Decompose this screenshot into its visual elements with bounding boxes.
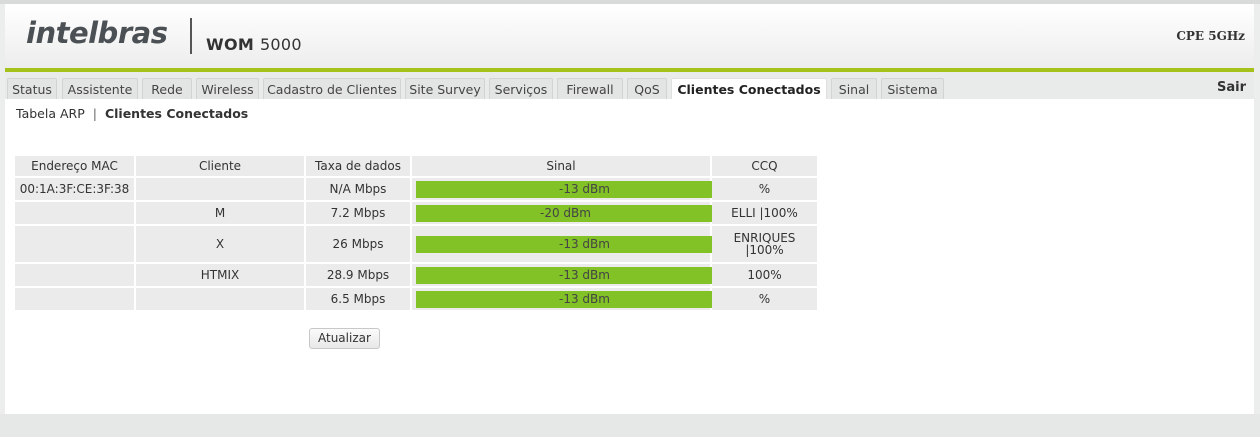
tab-bar: Status Assistente Rede Wireless Cadastro… xyxy=(5,72,1254,99)
refresh-button[interactable]: Atualizar xyxy=(309,328,380,349)
product-name-text: WOM xyxy=(206,35,255,54)
tab-site-survey[interactable]: Site Survey xyxy=(405,78,485,99)
tab-assistente[interactable]: Assistente xyxy=(62,78,138,99)
cell-client: M xyxy=(136,202,304,224)
header-rate: Taxa de dados xyxy=(306,156,410,176)
subnav-separator: | xyxy=(92,106,97,121)
cell-rate: 26 Mbps xyxy=(306,226,410,262)
cell-rate: N/A Mbps xyxy=(306,178,410,200)
cell-signal: -20 dBm xyxy=(412,202,715,224)
cell-mac xyxy=(15,264,134,286)
page: intelbras WOM 5000 CPE 5GHz Status Assis… xyxy=(5,4,1254,414)
cell-rate: 28.9 Mbps xyxy=(306,264,410,286)
signal-bar: -13 dBm xyxy=(416,267,753,284)
cell-ccq: % xyxy=(712,178,817,200)
signal-bar: -13 dBm xyxy=(416,181,753,198)
logout-link[interactable]: Sair xyxy=(1216,80,1246,95)
subnav-clientes-conectados[interactable]: Clientes Conectados xyxy=(104,106,249,121)
tab-firewall[interactable]: Firewall xyxy=(557,78,623,99)
ccq-text: ENRIQUES xyxy=(733,231,796,245)
header-mac: Endereço MAC xyxy=(15,156,134,176)
brand-logo: intelbras xyxy=(26,16,168,50)
signal-bar: -13 dBm xyxy=(416,236,753,253)
table-row: 00:1A:3F:CE:3F:38 N/A Mbps -13 dBm % xyxy=(15,178,817,200)
cell-ccq: ELLI |100% xyxy=(712,202,817,224)
cell-rate: 7.2 Mbps xyxy=(306,202,410,224)
breadcrumb: Tabela ARP | Clientes Conectados xyxy=(16,106,248,121)
tab-cadastro-de-clientes[interactable]: Cadastro de Clientes xyxy=(263,78,401,99)
cell-client: HTMIX xyxy=(136,264,304,286)
cell-signal: -13 dBm xyxy=(412,264,753,286)
tab-rede[interactable]: Rede xyxy=(142,78,192,99)
header-client: Cliente xyxy=(136,156,304,176)
table-row: X 26 Mbps -13 dBm ENRIQUES |100% xyxy=(15,226,817,262)
clients-table: Endereço MAC Cliente Taxa de dados Sinal… xyxy=(13,154,819,312)
cell-mac: 00:1A:3F:CE:3F:38 xyxy=(15,178,134,200)
ccq-text-line2: |100% xyxy=(745,243,784,257)
tab-servicos[interactable]: Serviços xyxy=(489,78,553,99)
cell-signal: -13 dBm xyxy=(412,178,753,200)
ccq-text: % xyxy=(758,292,771,306)
tab-sinal[interactable]: Sinal xyxy=(831,78,877,99)
ccq-text: 100% xyxy=(747,268,782,282)
cell-mac xyxy=(15,288,134,310)
product-number: 5000 xyxy=(259,35,302,54)
table-row: HTMIX 28.9 Mbps -13 dBm 100% xyxy=(15,264,817,286)
cell-signal: -13 dBm xyxy=(412,288,753,310)
cell-ccq: ENRIQUES |100% xyxy=(712,226,817,262)
table-row: 6.5 Mbps -13 dBm % xyxy=(15,288,817,310)
tab-sistema[interactable]: Sistema xyxy=(881,78,944,99)
cell-mac xyxy=(15,226,134,262)
cell-ccq: 100% xyxy=(712,264,817,286)
header: intelbras WOM 5000 CPE 5GHz xyxy=(5,4,1254,70)
logo-divider xyxy=(190,18,192,54)
accent-bar xyxy=(5,68,1254,72)
signal-bar: -20 dBm xyxy=(416,205,715,222)
cell-client xyxy=(136,288,304,310)
product-name: WOM 5000 xyxy=(206,35,302,54)
cell-client: X xyxy=(136,226,304,262)
tab-clientes-conectados[interactable]: Clientes Conectados xyxy=(671,78,827,99)
model-label: CPE 5GHz xyxy=(1176,29,1245,43)
cell-mac xyxy=(15,202,134,224)
top-border xyxy=(0,0,1260,4)
table-row: M 7.2 Mbps -20 dBm ELLI |100% xyxy=(15,202,817,224)
signal-bar: -13 dBm xyxy=(416,291,753,308)
cell-rate: 6.5 Mbps xyxy=(306,288,410,310)
tab-wireless[interactable]: Wireless xyxy=(196,78,259,99)
tab-qos[interactable]: QoS xyxy=(627,78,667,99)
header-signal: Sinal xyxy=(412,156,710,176)
header-ccq: CCQ xyxy=(712,156,817,176)
ccq-text: ELLI |100% xyxy=(731,206,798,220)
cell-signal: -13 dBm xyxy=(412,226,753,262)
subnav-tabela-arp[interactable]: Tabela ARP xyxy=(16,106,85,121)
table-header-row: Endereço MAC Cliente Taxa de dados Sinal… xyxy=(15,156,817,176)
tab-status[interactable]: Status xyxy=(7,78,57,99)
cell-client xyxy=(136,178,304,200)
ccq-text: % xyxy=(758,182,771,196)
footer-background xyxy=(0,414,1260,437)
cell-ccq: % xyxy=(712,288,817,310)
